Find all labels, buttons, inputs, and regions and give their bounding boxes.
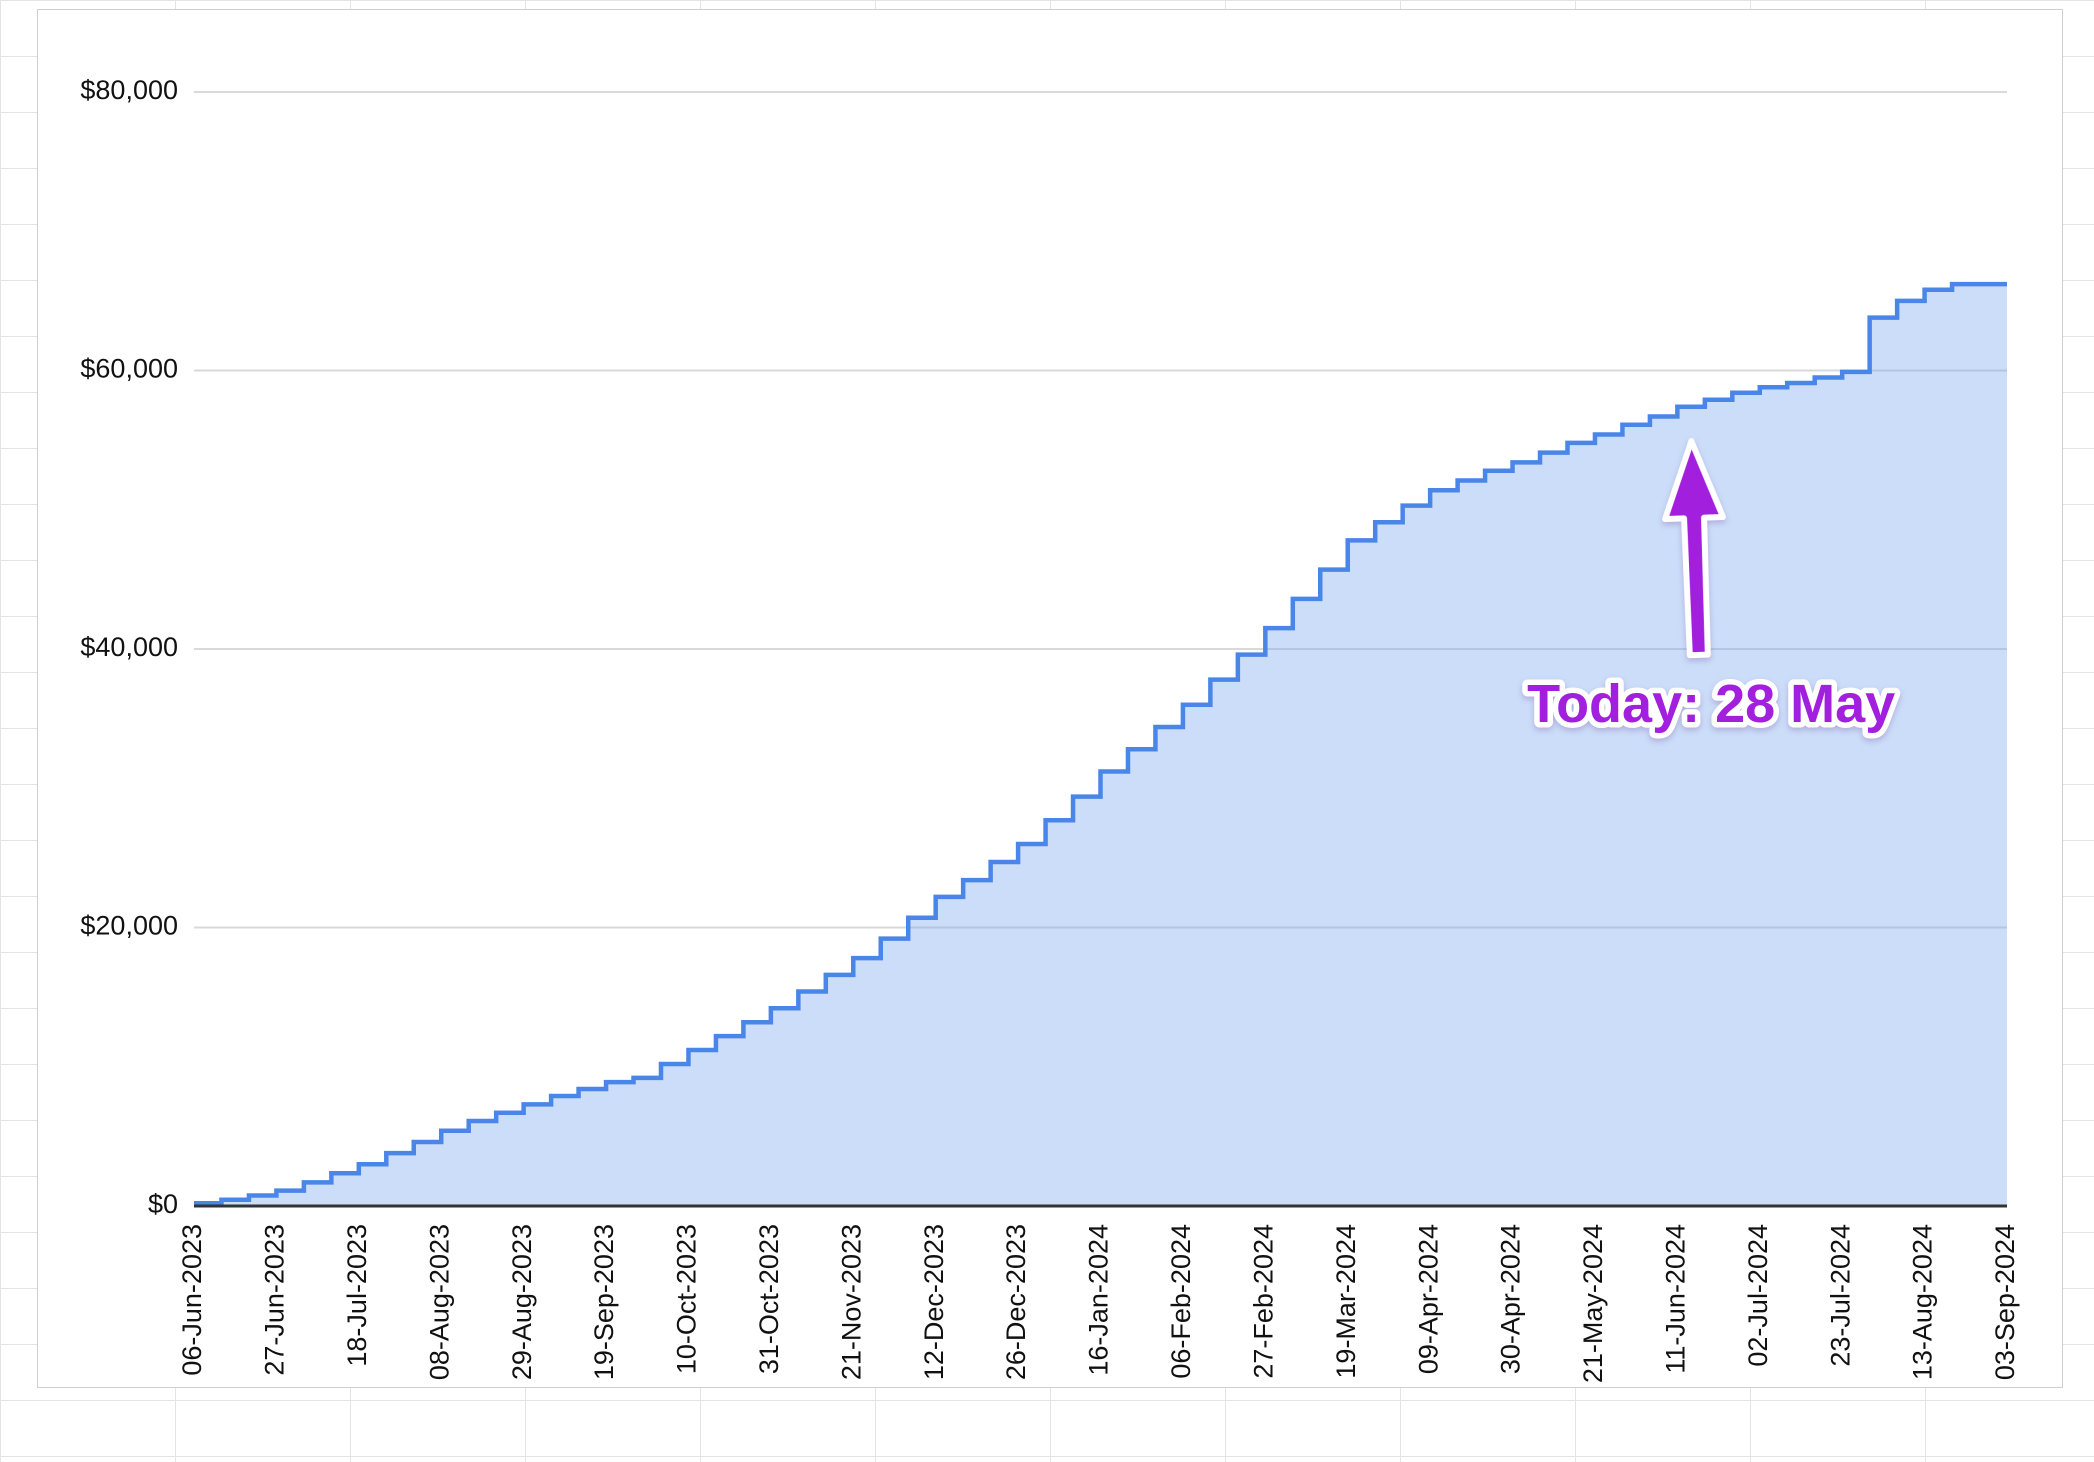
annotation-group: Today: 28 May bbox=[1522, 438, 1901, 740]
x-axis-tick-label: 03-Sep-2024 bbox=[1990, 1224, 2020, 1380]
x-axis-tick-label: 11-Jun-2024 bbox=[1660, 1224, 1690, 1374]
x-axis-tick-label: 23-Jul-2024 bbox=[1825, 1224, 1855, 1367]
x-axis-tick-label: 19-Mar-2024 bbox=[1331, 1224, 1361, 1379]
area-series-line bbox=[194, 281, 2007, 1206]
x-axis-tick-label: 06-Jun-2023 bbox=[177, 1224, 207, 1376]
x-axis-tick-label: 21-May-2024 bbox=[1578, 1224, 1608, 1383]
chart-card[interactable]: $0 $20,000 $40,000 $60,000 $80,000 06-Jun-202… bbox=[37, 9, 2063, 1388]
x-axis-tick-label: 26-Dec-2023 bbox=[1001, 1224, 1031, 1380]
x-axis-tick-label: 16-Jan-2024 bbox=[1084, 1224, 1114, 1376]
x-axis-tick-label: 19-Sep-2023 bbox=[589, 1224, 619, 1380]
x-axis-tick-label: 09-Apr-2024 bbox=[1413, 1224, 1443, 1374]
x-axis-tick-label: 27-Jun-2023 bbox=[260, 1224, 290, 1376]
x-axis-tick-label: 13-Aug-2024 bbox=[1908, 1224, 1938, 1380]
x-axis-tick-label: 31-Oct-2023 bbox=[754, 1224, 784, 1374]
y-axis-tick-label: $20,000 bbox=[80, 911, 178, 941]
y-axis-tick-label: $60,000 bbox=[80, 354, 178, 384]
y-axis-tick-label: $40,000 bbox=[80, 632, 178, 662]
y-axis-tick-label: $0 bbox=[148, 1189, 178, 1219]
x-axis-tick-label: 12-Dec-2023 bbox=[919, 1224, 949, 1380]
y-axis-tick-label: $80,000 bbox=[80, 75, 178, 105]
x-axis-tick-label: 29-Aug-2023 bbox=[507, 1224, 537, 1380]
step-area-chart: $0 $20,000 $40,000 $60,000 $80,000 06-Jun-202… bbox=[80, 75, 2020, 1383]
x-axis-tick-label: 08-Aug-2023 bbox=[424, 1224, 454, 1380]
annotation-up-arrow-icon bbox=[1662, 438, 1727, 659]
x-axis-tick-label: 06-Feb-2024 bbox=[1166, 1224, 1196, 1379]
annotation-today-label: Today: 28 May bbox=[1527, 674, 1895, 734]
x-axis-tick-label: 27-Feb-2024 bbox=[1248, 1224, 1278, 1379]
x-axis-tick-label: 10-Oct-2023 bbox=[672, 1224, 702, 1374]
y-axis-labels: $0 $20,000 $40,000 $60,000 $80,000 bbox=[80, 75, 178, 1219]
x-axis-labels: 06-Jun-2023 27-Jun-2023 18-Jul-2023 08-Aug-… bbox=[177, 1224, 2020, 1383]
x-axis-tick-label: 30-Apr-2024 bbox=[1496, 1224, 1526, 1374]
area-series-fill bbox=[194, 284, 2007, 1206]
x-axis-tick-label: 02-Jul-2024 bbox=[1743, 1224, 1773, 1367]
x-axis-tick-label: 21-Nov-2023 bbox=[836, 1224, 866, 1380]
x-axis-tick-label: 18-Jul-2023 bbox=[342, 1224, 372, 1367]
